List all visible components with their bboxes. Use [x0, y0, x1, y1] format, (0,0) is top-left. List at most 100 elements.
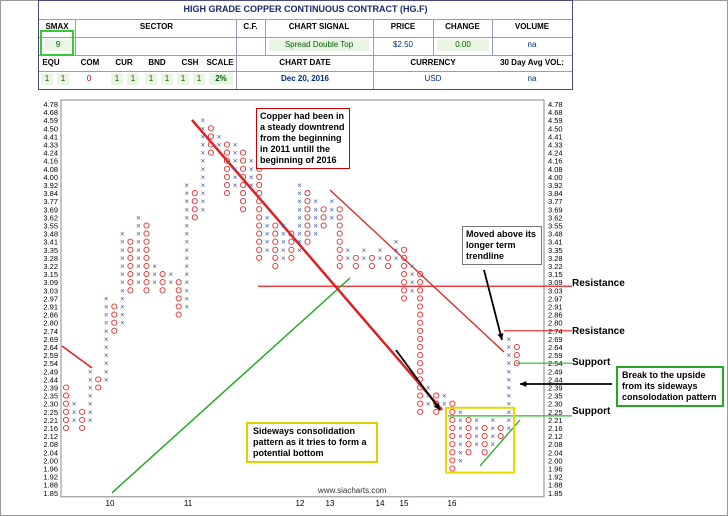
o-mark: [175, 279, 182, 286]
o-mark: [449, 416, 456, 423]
o-mark: [62, 424, 70, 432]
y-tick-label-left: 4.50: [43, 124, 58, 133]
o-mark: [320, 206, 327, 213]
x-mark: ×: [490, 440, 495, 449]
downtrend-note-arrow-head: [433, 403, 440, 410]
y-tick-label-right: 3.41: [548, 238, 563, 247]
o-mark: [417, 303, 424, 310]
o-mark: [143, 287, 150, 294]
x-mark: ×: [104, 375, 109, 384]
x-mark: ×: [120, 262, 125, 271]
x-mark: ×: [426, 392, 431, 401]
resistance-label-2: Resistance: [572, 326, 625, 337]
x-mark: ×: [506, 424, 511, 433]
o-mark: [304, 222, 311, 229]
x-mark: ×: [88, 416, 93, 425]
y-tick-label-right: 1.96: [548, 465, 563, 474]
o-mark: [304, 230, 311, 237]
x-mark: ×: [233, 149, 238, 158]
x-mark: ×: [120, 238, 125, 247]
y-tick-label-left: 3.69: [43, 205, 58, 214]
change-label: CHANGE: [445, 22, 480, 31]
chart-title: HIGH GRADE COPPER CONTINUOUS CONTRACT (H…: [183, 4, 428, 14]
o-mark: [304, 206, 311, 213]
y-tick-label-right: 2.59: [548, 351, 563, 360]
o-mark: [272, 238, 279, 245]
y-tick-label-right: 3.35: [548, 246, 563, 255]
x-mark: ×: [104, 319, 109, 328]
x-mark: ×: [506, 335, 511, 344]
x-mark: ×: [474, 440, 479, 449]
y-tick-label-right: 4.59: [548, 116, 563, 125]
o-mark: [417, 400, 424, 407]
y-tick-label-left: 2.35: [43, 392, 58, 401]
x-mark: ×: [201, 205, 206, 214]
y-tick-label-left: 2.12: [43, 432, 58, 441]
o-mark: [256, 222, 263, 229]
o-mark: [320, 214, 327, 221]
x-mark: ×: [442, 392, 447, 401]
o-mark: [481, 433, 488, 440]
y-tick-label-left: 3.03: [43, 286, 58, 295]
y-tick-label-left: 2.49: [43, 367, 58, 376]
o-mark: [401, 295, 408, 302]
x-mark: ×: [474, 424, 479, 433]
o-mark: [417, 279, 424, 286]
breakout-annotation: Break to the upside from its sideways co…: [616, 366, 724, 407]
y-tick-label-left: 3.77: [43, 197, 58, 206]
volume-label: VOLUME: [514, 22, 550, 31]
smax-highlight: [40, 30, 74, 56]
x-mark: ×: [458, 424, 463, 433]
y-tick-label-right: 3.15: [548, 270, 563, 279]
x-mark: ×: [297, 230, 302, 239]
x-mark: ×: [474, 432, 479, 441]
o-mark: [143, 254, 150, 261]
y-tick-label-right: 2.08: [548, 440, 563, 449]
o-mark: [272, 262, 279, 270]
moved-above-arrow-head: [497, 333, 504, 340]
o-mark: [433, 408, 440, 415]
o-mark: [401, 254, 408, 261]
y-tick-label-right: 2.69: [548, 335, 563, 344]
o-mark: [175, 295, 182, 302]
x-mark: ×: [201, 149, 206, 158]
x-mark: ×: [345, 246, 350, 255]
o-mark: [288, 246, 295, 253]
x-mark: ×: [184, 181, 189, 190]
o-mark: [336, 254, 343, 261]
y-tick-label-right: 2.04: [548, 448, 563, 457]
bnd-value-2: 1: [161, 73, 173, 85]
x-mark: ×: [362, 246, 367, 255]
o-mark: [401, 271, 408, 278]
x-mark: ×: [265, 213, 270, 222]
y-tick-label-right: 4.24: [548, 149, 563, 158]
x-mark: ×: [184, 278, 189, 287]
o-mark: [304, 238, 311, 245]
x-tick-label: 16: [448, 499, 457, 508]
x-mark: ×: [410, 278, 415, 287]
x-mark: ×: [168, 270, 173, 279]
y-tick-label-left: 4.00: [43, 173, 58, 182]
o-mark: [417, 352, 424, 359]
y-tick-label-right: 2.39: [548, 384, 563, 393]
x-mark: ×: [474, 416, 479, 425]
o-mark: [240, 198, 247, 205]
y-tick-label-left: 2.16: [43, 424, 58, 433]
y-tick-label-right: 3.28: [548, 254, 563, 263]
x-mark: ×: [506, 343, 511, 352]
o-mark: [256, 230, 263, 237]
o-mark: [62, 392, 70, 399]
o-mark: [256, 198, 263, 205]
x-mark: ×: [233, 173, 238, 182]
o-mark: [223, 181, 231, 189]
o-mark: [449, 465, 456, 472]
o-mark: [143, 246, 150, 253]
y-tick-label-left: 2.21: [43, 416, 58, 425]
x-mark: ×: [120, 311, 125, 320]
o-mark: [207, 149, 214, 156]
y-tick-label-left: 2.64: [43, 343, 58, 352]
x-mark: ×: [120, 303, 125, 312]
consolidation-box: [445, 406, 515, 474]
y-tick-label-left: 4.41: [43, 132, 58, 141]
